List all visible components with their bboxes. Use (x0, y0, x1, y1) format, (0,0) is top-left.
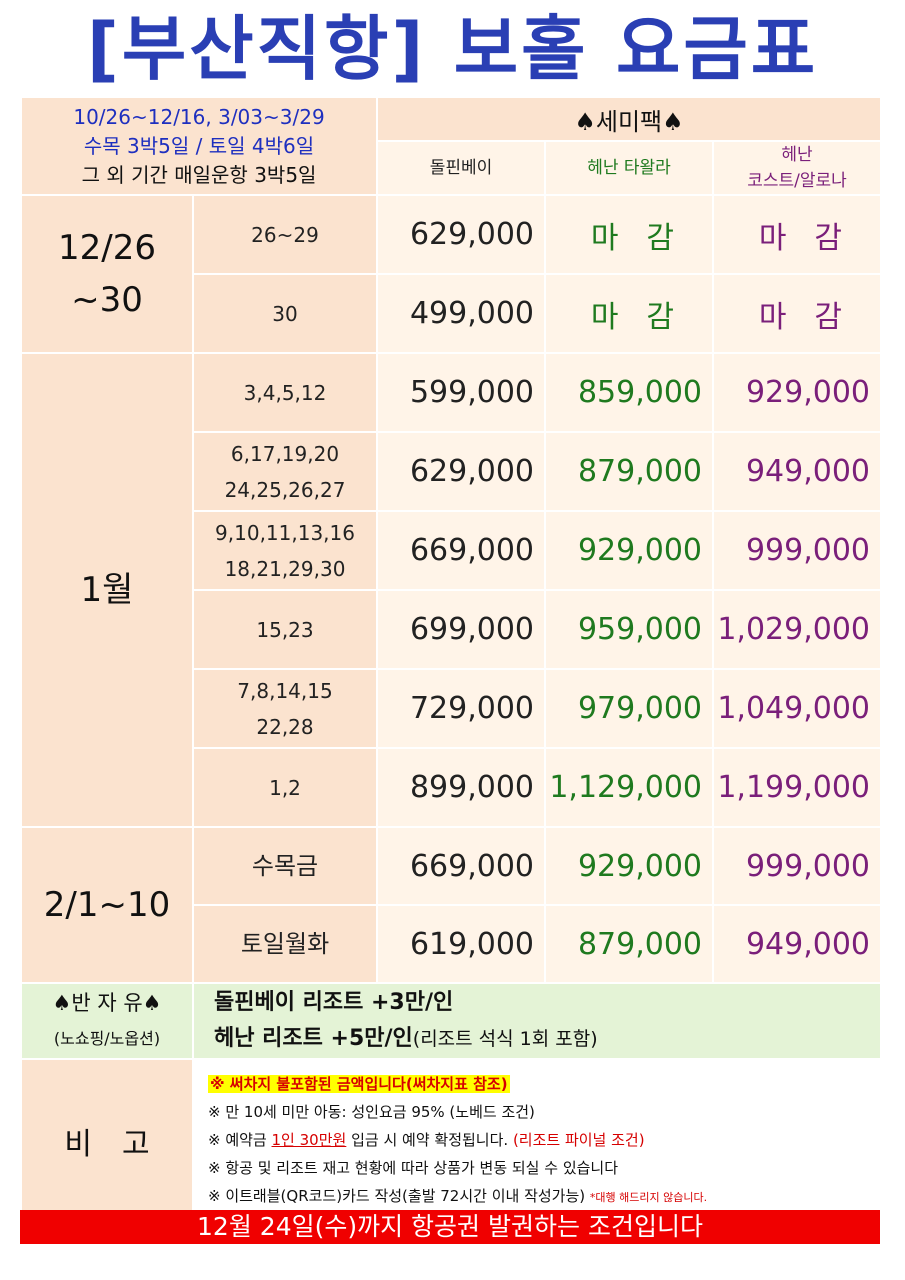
note-5: ※ 이트래블(QR코드)카드 작성(출발 72시간 이내 작성가능) *대행 해… (208, 1182, 866, 1212)
price-tawala: 마감 (544, 273, 715, 354)
date-line-2: 22,28 (256, 714, 314, 739)
price-dolphinbay: 599,000 (376, 352, 547, 433)
price-tawala: 마감 (544, 194, 715, 275)
price-coast: 929,000 (712, 352, 883, 433)
schedule-line-1: 10/26~12/16, 3/03~3/29 (73, 104, 325, 129)
table-row: 7,8,14,15 22,28 729,000 979,000 1,049,00… (21, 668, 883, 749)
price-tawala: 929,000 (544, 826, 715, 906)
table-row: 1월 3,4,5,12 599,000 859,000 929,000 (20, 352, 883, 828)
hotel-header-henann-tawala: 헤난 타왈라 (544, 140, 715, 196)
note-3-a: ※ 예약금 (208, 1131, 272, 1149)
price-coast: 1,049,000 (712, 668, 883, 749)
price-coast: 1,199,000 (712, 747, 883, 828)
hotel-header-dolphinbay: 돌핀베이 (376, 140, 547, 196)
group-label-dec-line2: ~30 (71, 280, 143, 320)
table-row: 12/26 ~30 26~29 629,000 마감 마감 (20, 194, 883, 354)
package-header: ♠세미팩♠ (376, 96, 883, 142)
price-dolphinbay: 669,000 (376, 826, 547, 906)
hotel-header-henann-coast: 헤난 코스트/알로나 (712, 140, 883, 196)
note-5-main: ※ 이트래블(QR코드)카드 작성(출발 72시간 이내 작성가능) (208, 1187, 586, 1205)
price-tawala: 1,129,000 (544, 747, 715, 828)
table-row: 토일월화 619,000 879,000 949,000 (21, 904, 883, 984)
note-1: ※ 써차지 불포함된 금액입니다(써차지표 참조) (208, 1070, 866, 1098)
price-coast: 949,000 (712, 431, 883, 512)
date-cell: 6,17,19,20 24,25,26,27 (191, 431, 379, 512)
group-label-jan: 1월 (20, 352, 194, 828)
date-line-2: 18,21,29,30 (224, 556, 346, 581)
table-row: 9,10,11,13,16 18,21,29,30 669,000 929,00… (21, 510, 883, 591)
schedule-info: 10/26~12/16, 3/03~3/29 수목 3박5일 / 토일 4박6일… (19, 96, 379, 196)
date-cell: 토일월화 (191, 904, 379, 984)
price-dolphinbay: 729,000 (376, 668, 547, 749)
price-coast: 1,029,000 (712, 589, 883, 670)
halfday-row: ♠반 자 유♠ (노쇼핑/노옵션) 돌핀베이 리조트 +3만/인 헤난 리조트 … (20, 982, 883, 1060)
date-cell: 15,23 (191, 589, 379, 670)
hotel-header-henann-coast-line2: 코스트/알로나 (747, 171, 847, 191)
halfday-info: 돌핀베이 리조트 +3만/인 헤난 리조트 +5만/인(리조트 석식 1회 포함… (191, 982, 883, 1060)
price-tawala: 979,000 (544, 668, 715, 749)
group-label-dec-line1: 12/26 (58, 228, 156, 268)
price-table-container: 10/26~12/16, 3/03~3/29 수목 3박5일 / 토일 4박6일… (19, 96, 883, 1224)
table-row: 6,17,19,20 24,25,26,27 629,000 879,000 9… (21, 431, 883, 512)
price-tawala: 879,000 (544, 904, 715, 984)
note-3-b: 1인 30만원 (271, 1131, 347, 1149)
notes-row: 비고 ※ 써차지 불포함된 금액입니다(써차지표 참조) ※ 만 10세 미만 … (20, 1058, 883, 1224)
date-cell: 1,2 (191, 747, 379, 828)
price-coast: 999,000 (712, 510, 883, 591)
schedule-line-2: 수목 3박5일 / 토일 4박6일 (83, 133, 315, 158)
note-2: ※ 만 10세 미만 아동: 성인요금 95% (노베드 조건) (208, 1103, 535, 1121)
footer-banner: 12월 24일(수)까지 항공권 발권하는 조건입니다 (20, 1210, 880, 1244)
date-cell: 수목금 (191, 826, 379, 906)
price-dolphinbay: 699,000 (376, 589, 547, 670)
price-tawala: 959,000 (544, 589, 715, 670)
note-1-text: ※ 써차지 불포함된 금액입니다(써차지표 참조) (208, 1075, 510, 1093)
price-dolphinbay: 499,000 (376, 273, 547, 354)
table-row: 15,23 699,000 959,000 1,029,000 (21, 589, 883, 670)
date-cell: 30 (191, 273, 379, 354)
date-line-1: 6,17,19,20 (230, 441, 340, 466)
halfday-line-2-main: 헤난 리조트 +5만/인 (214, 1026, 413, 1051)
date-cell: 9,10,11,13,16 18,21,29,30 (191, 510, 379, 591)
date-line-1: 7,8,14,15 (237, 678, 333, 703)
table-row: 1,2 899,000 1,129,000 1,199,000 (21, 747, 883, 828)
price-tawala: 929,000 (544, 510, 715, 591)
table-row: 2/1~10 수목금 669,000 929,000 999,000 (20, 826, 883, 984)
halfday-sublabel: (노쇼핑/노옵션) (53, 1029, 161, 1048)
note-3-c: 입금 시 예약 확정됩니다. (346, 1131, 513, 1149)
price-dolphinbay: 619,000 (376, 904, 547, 984)
price-coast: 949,000 (712, 904, 883, 984)
price-coast: 999,000 (712, 826, 883, 906)
halfday-line-2: 헤난 리조트 +5만/인(리조트 석식 1회 포함) (214, 1021, 880, 1057)
halfday-label-cell: ♠반 자 유♠ (노쇼핑/노옵션) (20, 982, 194, 1060)
notes-label: 비고 (20, 1058, 194, 1224)
date-cell: 7,8,14,15 22,28 (191, 668, 379, 749)
halfday-line-2-note: (리조트 석식 1회 포함) (412, 1028, 598, 1050)
price-dolphinbay: 629,000 (376, 194, 547, 275)
group-label-feb: 2/1~10 (20, 826, 194, 984)
hotel-header-henann-coast-line1: 헤난 (781, 145, 813, 165)
group-label-dec: 12/26 ~30 (20, 194, 194, 354)
price-tawala: 879,000 (544, 431, 715, 512)
date-cell: 3,4,5,12 (191, 352, 379, 433)
note-5-sub: *대행 해드리지 않습니다. (589, 1191, 708, 1204)
table-row: 30 499,000 마감 마감 (21, 273, 883, 354)
price-dolphinbay: 669,000 (376, 510, 547, 591)
date-cell: 26~29 (191, 194, 379, 275)
price-coast: 마감 (712, 273, 883, 354)
note-3-d: (리조트 파이널 조건) (512, 1131, 645, 1149)
note-4: ※ 항공 및 리조트 재고 현황에 따라 상품가 변동 되실 수 있습니다 (208, 1159, 619, 1177)
notes-content: ※ 써차지 불포함된 금액입니다(써차지표 참조) ※ 만 10세 미만 아동:… (191, 1058, 883, 1224)
price-tawala: 859,000 (544, 352, 715, 433)
halfday-label: ♠반 자 유♠ (52, 991, 162, 1015)
price-dolphinbay: 899,000 (376, 747, 547, 828)
halfday-line-1: 돌핀베이 리조트 +3만/인 (214, 990, 454, 1015)
note-3: ※ 예약금 1인 30만원 입금 시 예약 확정됩니다. (리조트 파이널 조건… (208, 1126, 866, 1154)
date-line-1: 9,10,11,13,16 (215, 520, 355, 545)
price-coast: 마감 (712, 194, 883, 275)
schedule-line-3: 그 외 기간 매일운항 3박5일 (81, 162, 317, 187)
page-title: [부산직항] 보홀 요금표 (86, 8, 819, 90)
price-table: 10/26~12/16, 3/03~3/29 수목 3박5일 / 토일 4박6일… (19, 96, 883, 1224)
date-line-2: 24,25,26,27 (224, 477, 346, 502)
price-dolphinbay: 629,000 (376, 431, 547, 512)
